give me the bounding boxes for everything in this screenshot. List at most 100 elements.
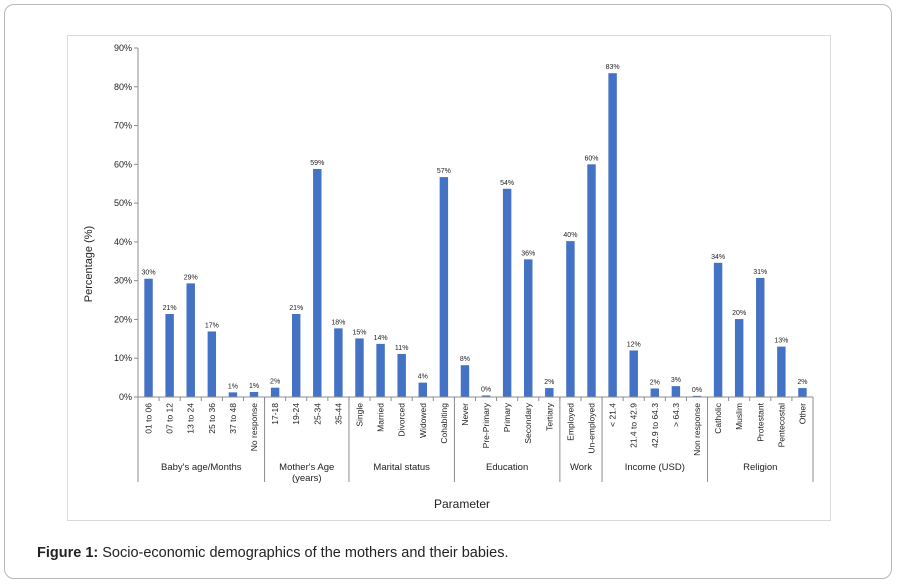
group-label: Income (USD) (625, 462, 685, 473)
y-tick-label: 20% (114, 314, 132, 324)
category-label: 07 to 12 (165, 403, 175, 434)
category-label: 17-18 (270, 403, 280, 425)
data-label: 21% (163, 305, 177, 312)
bar (418, 382, 427, 397)
bar (587, 164, 596, 397)
data-label: 14% (374, 335, 388, 342)
y-tick-label: 90% (114, 43, 132, 53)
data-label: 2% (797, 379, 807, 386)
group-label: Baby's age/Months (161, 462, 242, 473)
category-label: Un-employed (587, 403, 597, 454)
bar (713, 262, 723, 397)
category-label: Widowed (418, 403, 428, 438)
bar (397, 353, 406, 397)
bar (608, 73, 617, 397)
bar (439, 177, 449, 397)
bar (756, 277, 765, 397)
bar (460, 365, 470, 397)
y-tick-label: 30% (114, 276, 132, 286)
category-label: 35-44 (333, 403, 343, 425)
bar (207, 331, 217, 397)
bar (502, 188, 512, 397)
category-label: Muslim (734, 403, 744, 430)
category-label: Other (797, 403, 807, 424)
category-label: 01 to 06 (144, 403, 154, 434)
category-label: Never (460, 403, 470, 426)
data-label: 1% (249, 383, 259, 390)
category-label: 42.9 to 64.3 (650, 403, 660, 448)
bar (249, 391, 259, 397)
group-label: Mother's Age (279, 462, 334, 473)
data-label: 12% (627, 341, 641, 348)
bar (481, 395, 491, 397)
category-label: Employed (565, 403, 575, 441)
category-label: Cohabiting (439, 403, 449, 444)
category-label: Non response (692, 403, 702, 456)
data-label: 34% (711, 254, 725, 261)
group-label: Religion (743, 462, 777, 473)
category-label: Pre-Primary (481, 402, 491, 448)
category-label: No response (249, 403, 259, 451)
bar (144, 278, 153, 397)
data-labels: 30% 21% 29% 17% 1% 1% 2% 21% 59% 18% 15% 14% 11% 4% 57… (142, 64, 808, 394)
chart-area (67, 35, 831, 521)
y-tick-label: 80% (114, 82, 132, 92)
bar (629, 350, 638, 397)
y-tick-label: 50% (114, 198, 132, 208)
data-label: 83% (606, 64, 620, 71)
data-label: 20% (732, 310, 746, 317)
bar (186, 283, 195, 397)
bar (777, 346, 786, 397)
bar (545, 388, 554, 397)
category-label: Single (354, 403, 364, 427)
data-label: 40% (563, 232, 577, 239)
data-label: 2% (650, 379, 660, 386)
caption-label: Figure 1: (37, 545, 99, 561)
data-label: 18% (331, 319, 345, 326)
data-label: 8% (460, 356, 470, 363)
group-label: Marital status (373, 462, 430, 473)
data-label: 0% (481, 386, 491, 393)
data-label: 4% (418, 374, 428, 381)
bar (165, 314, 174, 397)
bar (228, 392, 238, 397)
group-label: Education (486, 462, 528, 473)
category-label: 25-34 (312, 403, 322, 425)
bars (144, 73, 807, 397)
data-label: 15% (352, 329, 366, 336)
category-label: Catholic (713, 402, 723, 433)
category-label: Tertiary (544, 402, 554, 431)
data-label: 2% (270, 379, 280, 386)
bar (355, 338, 364, 397)
data-label: 60% (585, 155, 599, 162)
caption-text: Socio-economic demographics of the mothe… (98, 545, 509, 561)
bar (270, 387, 280, 397)
data-label: 0% (692, 387, 702, 394)
data-label: 1% (228, 383, 238, 390)
category-label: 13 to 24 (186, 403, 196, 434)
y-axis-ticks: 0% 10% 20% 30% 40% 50% 60% 70% 80% 90% (114, 43, 139, 402)
data-label: 21% (289, 305, 303, 312)
category-label: 19-24 (291, 403, 301, 425)
bar (334, 328, 343, 397)
data-label: 3% (671, 377, 681, 384)
y-tick-label: 10% (114, 353, 132, 363)
data-label: 29% (184, 274, 198, 281)
x-axis-ticks: 01 to 06 07 to 12 13 to 24 25 to 36 37 to 48… (138, 396, 814, 456)
bar (524, 259, 533, 397)
x-axis-label: Parameter (434, 497, 490, 511)
category-groups: Baby's age/Months Mother's Age(years) Mari… (137, 397, 814, 484)
data-label: 31% (753, 269, 767, 276)
category-label: Secondary (523, 402, 533, 443)
category-label: > 64.3 (671, 403, 681, 427)
y-axis-label: Percentage (%) (83, 226, 95, 302)
bar (650, 388, 660, 397)
y-tick-label: 0% (119, 392, 132, 402)
bar (313, 168, 322, 397)
bar (671, 386, 681, 397)
figure-caption: Figure 1: Socio-economic demographics of… (37, 545, 508, 561)
category-label: 25 to 36 (207, 403, 217, 434)
category-label: Pentecostal (776, 403, 786, 448)
data-label: 54% (500, 180, 514, 187)
